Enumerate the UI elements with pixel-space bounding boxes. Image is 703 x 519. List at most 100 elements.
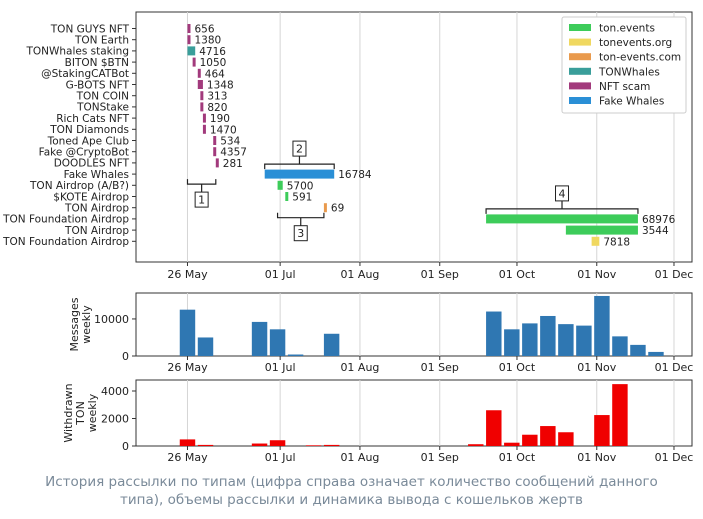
messages-bar-6	[486, 311, 502, 356]
row-label-14: TON Airdrop (A/B?)	[29, 180, 129, 192]
withdrawn-y-tick-label-2: 4000	[101, 385, 129, 398]
timeline-count-label-7: 820	[207, 102, 227, 114]
row-label-6: TON COIN	[76, 91, 129, 103]
row-label-8: Rich Cats NFT	[56, 113, 129, 125]
timeline-count-label-4: 464	[205, 68, 225, 80]
row-label-2: TONWhales staking	[25, 46, 129, 58]
withdrawn-y-ticks: 0 2000 4000	[101, 385, 136, 453]
timeline-bar-3	[192, 57, 196, 67]
x-tick-label-4: 01 Oct	[499, 268, 536, 281]
withdrawn-panel: 0 2000 4000 26 May 01 Jul 01 Aug 01 Sep 01 Oct…	[62, 379, 693, 464]
x-tick-label-3: 01 Sep	[421, 268, 459, 281]
x-tick-label-6: 01 Dec	[655, 268, 694, 281]
timeline-bar-12	[215, 158, 219, 168]
withdrawn-bar-13	[612, 384, 628, 446]
annotation-label-2: 3	[297, 227, 304, 240]
legend-swatch-4	[569, 82, 591, 90]
messages-bar-9	[540, 315, 556, 356]
timeline-bars: 6561380471610504641348313820190147053443…	[187, 24, 676, 248]
timeline-bar-0	[187, 24, 191, 33]
legend-swatch-0	[569, 24, 591, 31]
timeline-count-label-18: 3544	[642, 225, 669, 237]
withdrawn-x-tick-label-3: 01 Sep	[421, 451, 459, 464]
withdrawn-bar-4	[305, 445, 322, 446]
timeline-bar-11	[213, 147, 217, 157]
messages-bar-10	[558, 324, 574, 356]
x-tick-label-5: 01 Nov	[577, 268, 616, 281]
annotation-bracket-1	[264, 163, 335, 170]
timeline-bar-10	[213, 136, 217, 145]
annotation-label-0: 1	[198, 194, 205, 207]
row-label-11: Fake @CryptoBot	[39, 147, 129, 159]
messages-panel: 0 10000 26 May 01 Jul 01 Aug 01 Sep 01 Oct 01 …	[68, 292, 694, 374]
withdrawn-bar-5	[323, 444, 340, 446]
row-label-10: Toned Ape Club	[47, 135, 130, 147]
timeline-count-label-3: 1050	[200, 57, 227, 69]
messages-x-tick-label-0: 26 May	[167, 361, 208, 374]
timeline-axes-frame	[135, 11, 693, 263]
withdrawn-axes-frame	[135, 379, 693, 447]
legend-swatch-5	[569, 97, 591, 104]
legend-entry-1: tonevents.org	[599, 37, 672, 49]
row-label-13: Fake Whales	[64, 169, 129, 181]
legend: ton.events tonevents.org ton-events.com TON…	[561, 16, 687, 114]
timeline-count-label-5: 1348	[207, 80, 234, 92]
messages-bar-12	[594, 295, 610, 356]
timeline-bar-15	[285, 192, 289, 201]
messages-bar-15	[648, 351, 664, 356]
messages-bar-11	[576, 325, 592, 356]
withdrawn-bar-10	[540, 426, 556, 446]
messages-bar-0	[179, 309, 196, 356]
annotation-bracket-0	[186, 179, 217, 185]
timeline-count-label-6: 313	[207, 91, 227, 103]
messages-bar-14	[630, 344, 646, 356]
caption-line-1: История рассылки по типам (цифра справа …	[45, 474, 658, 490]
timeline-bar-7	[200, 102, 204, 112]
withdrawn-bar-7	[486, 410, 502, 446]
timeline-bar-6	[200, 91, 204, 101]
row-label-18: TON Airdrop	[64, 225, 129, 237]
row-label-15: $KOTE Airdrop	[53, 191, 129, 203]
timeline-bar-8	[202, 113, 206, 123]
timeline-count-label-9: 1470	[210, 124, 237, 136]
withdrawn-y-axis-label-line-1: TON	[74, 401, 87, 426]
messages-y-tick-label-1: 10000	[94, 313, 129, 326]
timeline-bar-19	[591, 236, 600, 246]
annotation-box-3	[555, 185, 570, 202]
messages-y-axis-label: Messagesweekly	[68, 297, 93, 351]
withdrawn-y-tick-label-1: 2000	[101, 413, 129, 426]
annotation-box-1	[292, 140, 307, 157]
withdrawn-y-axis-label-line-0: Withdrawn	[62, 383, 75, 442]
timeline-bar-17	[486, 214, 638, 224]
messages-bars	[179, 295, 664, 356]
caption-line-2: типа), объемы рассылки и динамика вывода…	[120, 492, 583, 508]
timeline-count-label-12: 281	[223, 158, 243, 170]
annotation-box-0	[194, 191, 209, 208]
withdrawn-bar-1	[197, 444, 214, 446]
messages-x-tick-label-2: 01 Aug	[340, 361, 379, 374]
withdrawn-x-tick-label-2: 01 Aug	[340, 451, 379, 464]
messages-bar-7	[504, 329, 520, 356]
withdrawn-bar-8	[504, 442, 520, 446]
withdrawn-bars	[179, 384, 628, 446]
timeline-bar-13	[264, 169, 335, 179]
withdrawn-bar-9	[522, 434, 538, 446]
timeline-count-label-2: 4716	[199, 46, 226, 58]
messages-y-axis-label-line-0: Messages	[68, 297, 81, 351]
messages-x-tick-label-6: 01 Dec	[655, 361, 694, 374]
timeline-count-label-10: 534	[220, 136, 240, 148]
row-label-7: TONStake	[76, 102, 129, 114]
legend-swatch-1	[569, 38, 591, 46]
annotation-bracket-2	[276, 212, 325, 219]
legend-entry-5: Fake Whales	[599, 96, 664, 108]
figure: 6561380471610504641348313820190147053443…	[2, 11, 694, 464]
legend-entry-3: TONWhales	[598, 66, 660, 78]
row-label-19: TON Foundation Airdrop	[2, 236, 129, 248]
row-label-1: TON Earth	[74, 35, 129, 47]
x-tick-label-2: 01 Aug	[340, 268, 379, 281]
withdrawn-bar-12	[594, 415, 610, 446]
timeline-bar-16	[323, 203, 327, 213]
messages-y-tick-label-0: 0	[122, 350, 129, 363]
withdrawn-bar-3	[269, 440, 286, 446]
